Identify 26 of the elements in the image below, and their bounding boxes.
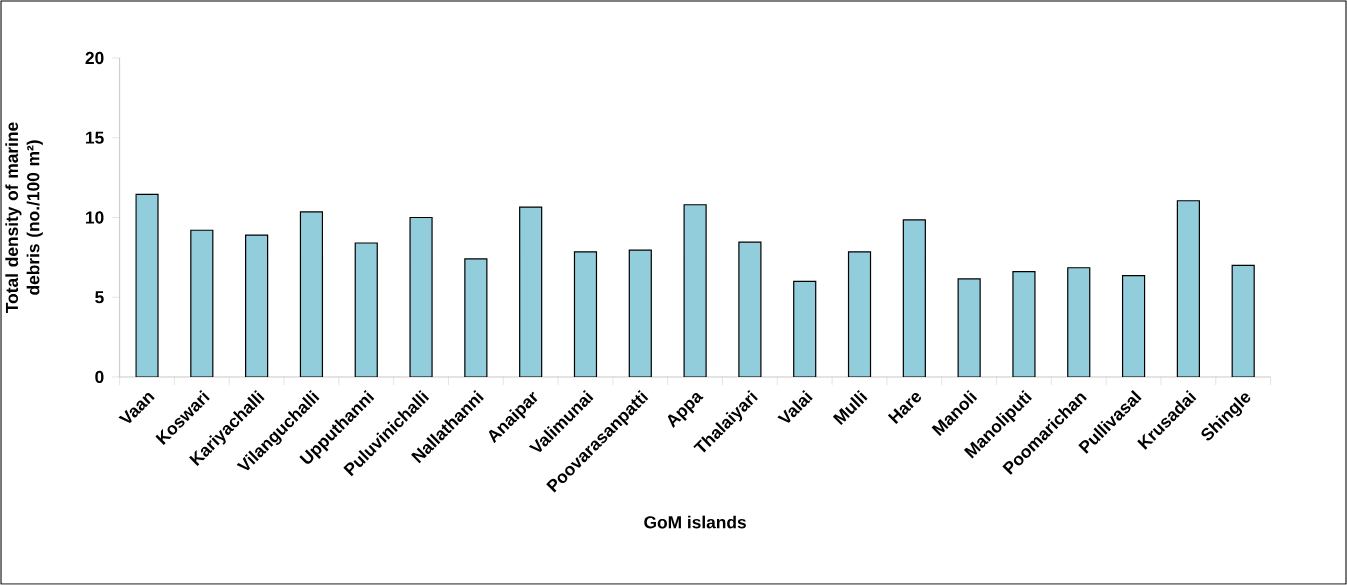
y-tick-label: 5 [95, 291, 104, 304]
bar [1012, 271, 1036, 377]
bar [793, 280, 817, 377]
bar [1121, 275, 1146, 377]
bar [683, 204, 707, 377]
bar [902, 219, 926, 377]
bar [299, 211, 324, 377]
bar [519, 206, 543, 377]
bar [573, 251, 598, 377]
bar [245, 234, 269, 377]
y-tick-label: 10 [86, 211, 104, 224]
x-axis-title: GoM islands [644, 515, 746, 529]
bar [409, 216, 433, 377]
bar [738, 241, 762, 377]
bar [628, 249, 652, 377]
bar [1176, 200, 1200, 377]
bar [190, 229, 214, 377]
bar [1067, 267, 1091, 377]
bar [354, 242, 378, 377]
y-tick-label: 20 [85, 51, 104, 65]
y-tick-label: 0 [95, 370, 104, 384]
bar [135, 193, 159, 377]
bar [1231, 264, 1255, 377]
y-axis-title: Total density of marine debris (no./100 m²) [5, 122, 43, 313]
bar [847, 251, 872, 377]
y-tick-label: 15 [86, 131, 104, 144]
